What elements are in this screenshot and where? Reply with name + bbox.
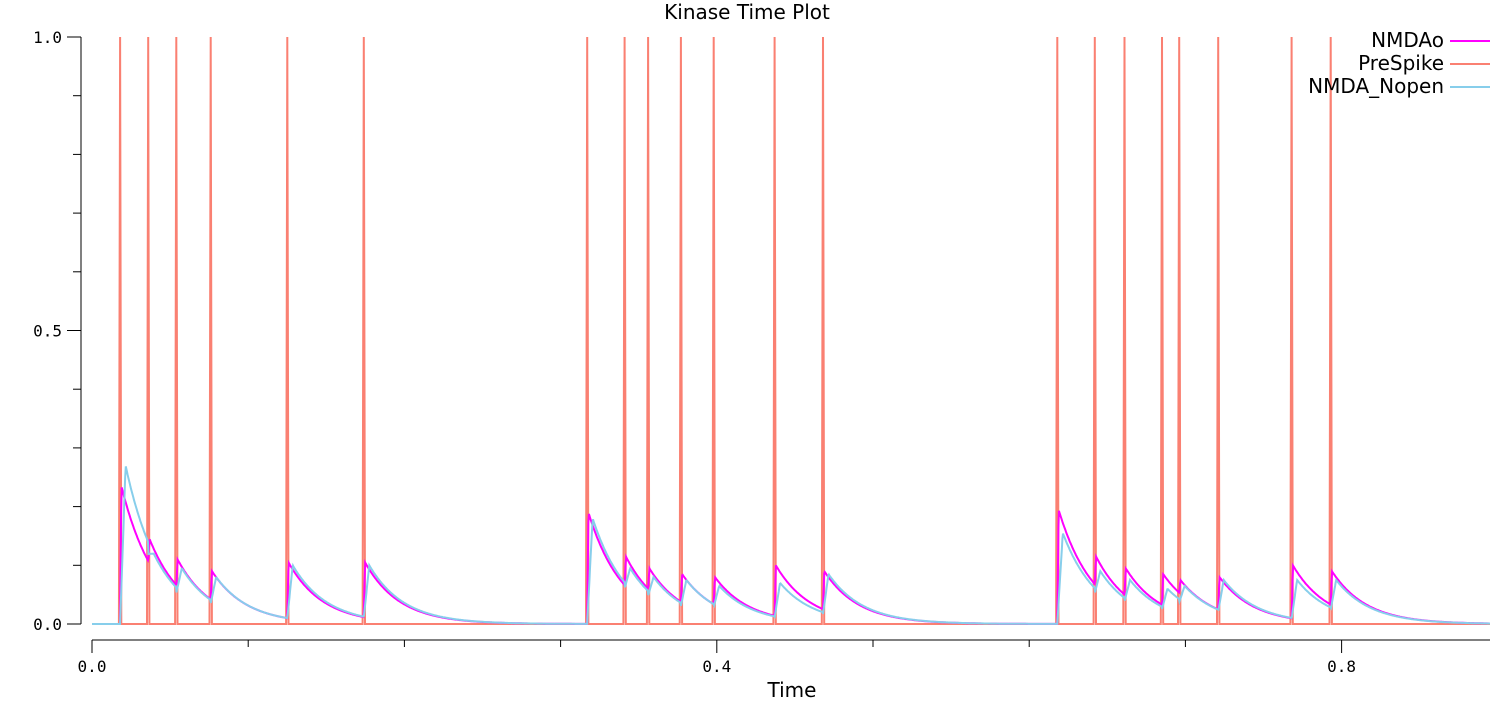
y-tick-label: 0.5 [33, 322, 62, 341]
legend-label-nmdao: NMDAo [1371, 28, 1444, 52]
series-line-nmdao [92, 487, 1490, 625]
chart-title: Kinase Time Plot [664, 0, 830, 24]
series-line-nmda-nopen [92, 466, 1490, 625]
legend-label-prespike: PreSpike [1358, 51, 1444, 75]
y-tick-label: 0.0 [33, 615, 62, 634]
x-tick-label: 0.0 [78, 657, 107, 676]
legend-label-nmda-nopen: NMDA_Nopen [1308, 74, 1444, 98]
axes: 0.0 0.5 1.0 0.0 0.4 0.8 [33, 28, 1490, 676]
plot-area [92, 36, 1490, 625]
y-tick-label: 1.0 [33, 28, 62, 47]
series-line-prespike [92, 36, 1490, 625]
x-tick-label: 0.8 [1327, 657, 1356, 676]
x-axis-title: Time [767, 678, 817, 702]
x-tick-label: 0.4 [702, 657, 731, 676]
